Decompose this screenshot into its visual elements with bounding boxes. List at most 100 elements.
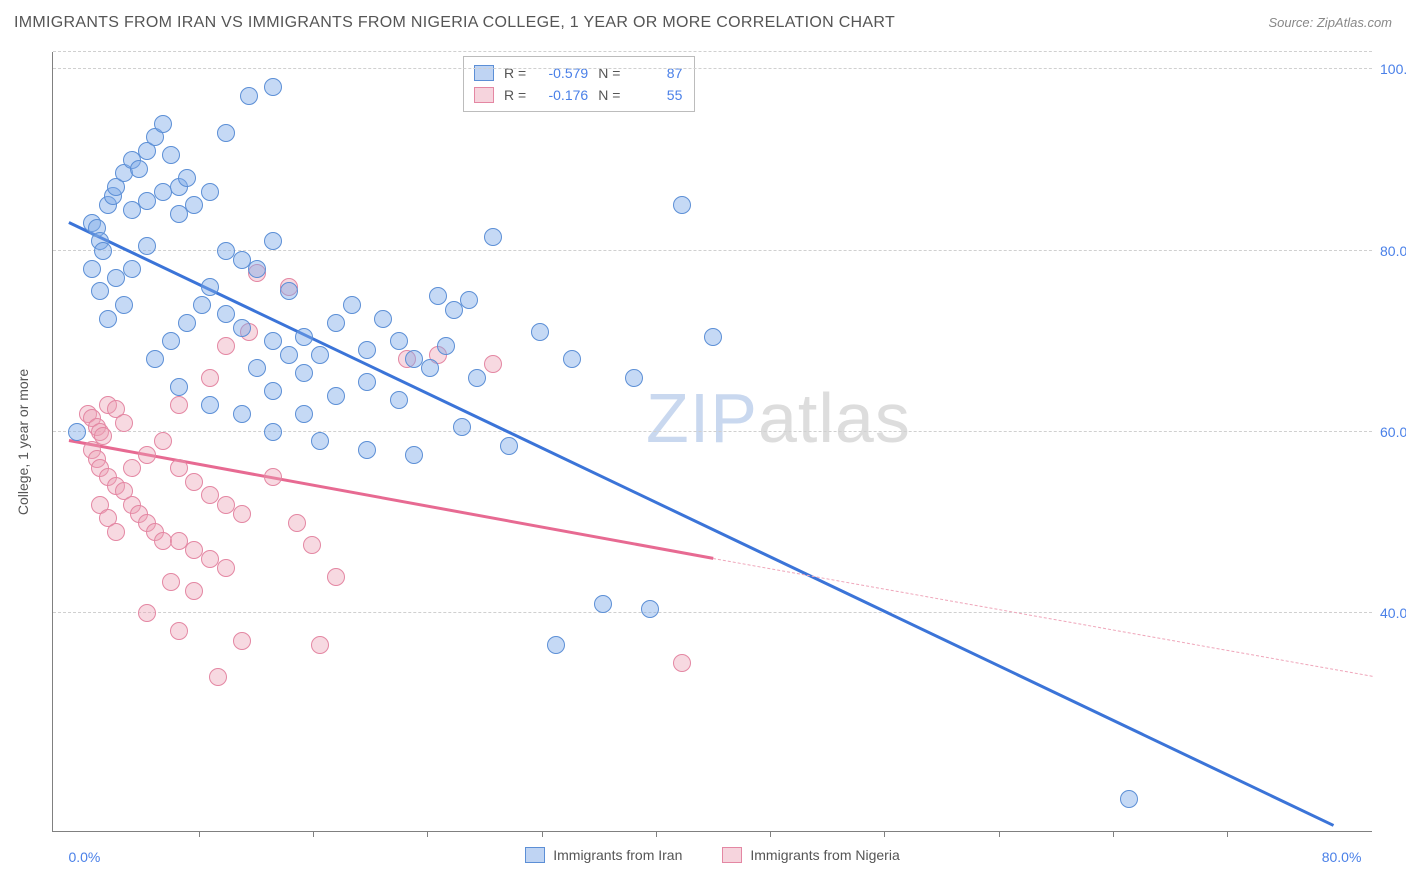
legend-row-pink: R = -0.176 N = 55 bbox=[474, 84, 682, 106]
data-point bbox=[233, 319, 251, 337]
data-point bbox=[123, 260, 141, 278]
data-point bbox=[358, 341, 376, 359]
data-point bbox=[115, 296, 133, 314]
gridline bbox=[53, 431, 1372, 432]
x-tick bbox=[1227, 831, 1228, 837]
x-tick-label: 0.0% bbox=[68, 849, 100, 865]
data-point bbox=[138, 604, 156, 622]
data-point bbox=[327, 568, 345, 586]
scatter-plot: College, 1 year or more ZIPatlas R = -0.… bbox=[52, 52, 1372, 832]
data-point bbox=[138, 237, 156, 255]
data-point bbox=[170, 459, 188, 477]
data-point bbox=[233, 632, 251, 650]
data-point bbox=[99, 310, 117, 328]
data-point bbox=[201, 278, 219, 296]
data-point bbox=[146, 350, 164, 368]
data-point bbox=[704, 328, 722, 346]
data-point bbox=[264, 232, 282, 250]
data-point bbox=[405, 446, 423, 464]
n-label: N = bbox=[598, 62, 620, 84]
data-point bbox=[288, 514, 306, 532]
data-point bbox=[185, 582, 203, 600]
data-point bbox=[217, 559, 235, 577]
data-point bbox=[248, 260, 266, 278]
gridline bbox=[53, 612, 1372, 613]
data-point bbox=[390, 332, 408, 350]
data-point bbox=[201, 396, 219, 414]
data-point bbox=[264, 468, 282, 486]
data-point bbox=[178, 314, 196, 332]
data-point bbox=[625, 369, 643, 387]
data-point bbox=[91, 282, 109, 300]
data-point bbox=[233, 405, 251, 423]
watermark-zip: ZIP bbox=[646, 379, 758, 457]
data-point bbox=[280, 346, 298, 364]
data-point bbox=[641, 600, 659, 618]
data-point bbox=[130, 160, 148, 178]
r-value: -0.176 bbox=[536, 84, 588, 106]
x-tick-label: 80.0% bbox=[1322, 849, 1362, 865]
data-point bbox=[311, 636, 329, 654]
data-point bbox=[154, 183, 172, 201]
data-point bbox=[264, 382, 282, 400]
data-point bbox=[311, 346, 329, 364]
y-axis-title: College, 1 year or more bbox=[15, 368, 31, 514]
x-tick bbox=[199, 831, 200, 837]
data-point bbox=[390, 391, 408, 409]
data-point bbox=[115, 414, 133, 432]
data-point bbox=[374, 310, 392, 328]
data-point bbox=[429, 287, 447, 305]
x-tick bbox=[770, 831, 771, 837]
data-point bbox=[217, 305, 235, 323]
data-point bbox=[295, 364, 313, 382]
data-point bbox=[162, 573, 180, 591]
data-point bbox=[500, 437, 518, 455]
chart-title: IMMIGRANTS FROM IRAN VS IMMIGRANTS FROM … bbox=[14, 14, 895, 32]
data-point bbox=[460, 291, 478, 309]
gridline bbox=[53, 51, 1372, 52]
x-tick bbox=[1113, 831, 1114, 837]
data-point bbox=[217, 124, 235, 142]
data-point bbox=[240, 87, 258, 105]
legend-row-blue: R = -0.579 N = 87 bbox=[474, 62, 682, 84]
data-point bbox=[170, 396, 188, 414]
swatch-blue-icon bbox=[525, 847, 545, 863]
data-point bbox=[484, 355, 502, 373]
data-point bbox=[437, 337, 455, 355]
legend-item-iran: Immigrants from Iran bbox=[525, 847, 682, 863]
title-bar: IMMIGRANTS FROM IRAN VS IMMIGRANTS FROM … bbox=[14, 14, 1392, 32]
y-tick-label: 100.0% bbox=[1380, 61, 1406, 77]
legend-label: Immigrants from Iran bbox=[553, 847, 682, 863]
data-point bbox=[264, 78, 282, 96]
r-value: -0.579 bbox=[536, 62, 588, 84]
trend-line bbox=[713, 558, 1373, 677]
data-point bbox=[673, 654, 691, 672]
watermark-atlas: atlas bbox=[758, 379, 911, 457]
data-point bbox=[217, 337, 235, 355]
data-point bbox=[468, 369, 486, 387]
data-point bbox=[178, 169, 196, 187]
data-point bbox=[295, 328, 313, 346]
data-point bbox=[280, 282, 298, 300]
data-point bbox=[201, 369, 219, 387]
watermark: ZIPatlas bbox=[646, 378, 911, 458]
x-tick bbox=[542, 831, 543, 837]
x-tick bbox=[999, 831, 1000, 837]
data-point bbox=[264, 332, 282, 350]
data-point bbox=[185, 196, 203, 214]
gridline bbox=[53, 68, 1372, 69]
data-point bbox=[343, 296, 361, 314]
data-point bbox=[594, 595, 612, 613]
n-value: 87 bbox=[630, 62, 682, 84]
data-point bbox=[421, 359, 439, 377]
data-point bbox=[170, 622, 188, 640]
data-point bbox=[264, 423, 282, 441]
data-point bbox=[295, 405, 313, 423]
data-point bbox=[162, 332, 180, 350]
r-label: R = bbox=[504, 84, 526, 106]
data-point bbox=[484, 228, 502, 246]
data-point bbox=[170, 378, 188, 396]
data-point bbox=[547, 636, 565, 654]
series-legend: Immigrants from Iran Immigrants from Nig… bbox=[53, 847, 1372, 863]
data-point bbox=[453, 418, 471, 436]
